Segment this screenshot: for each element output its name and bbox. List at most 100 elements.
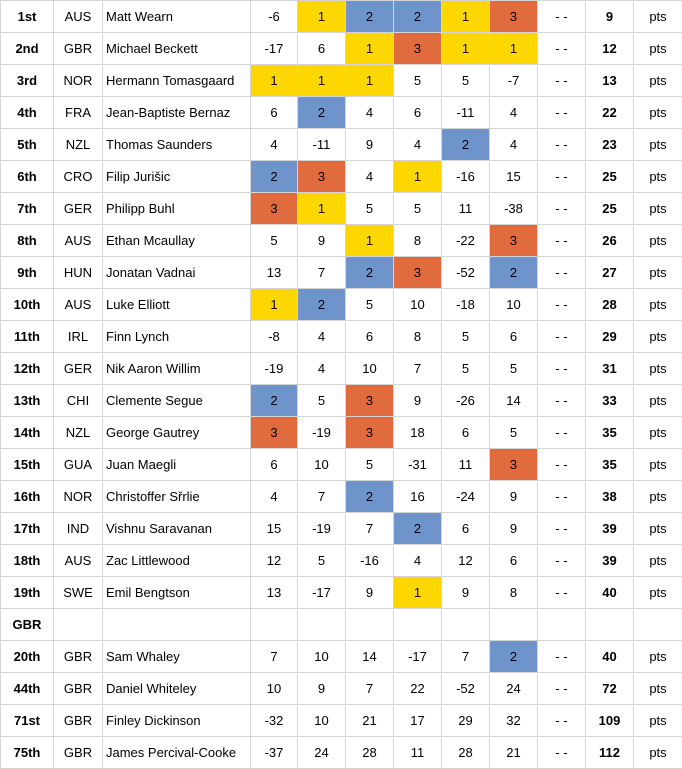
race-4-cell: 8 [393,320,442,353]
empty-cell [585,608,634,641]
pts-label: pts [633,288,682,321]
race-1-cell: 5 [250,224,298,257]
total-points-cell: 22 [585,96,634,129]
nation-cell: FRA [53,96,103,129]
nation-cell: GBR [53,640,103,673]
race-1-cell: -8 [250,320,298,353]
race-2-cell: 5 [297,384,346,417]
race-2-cell: 24 [297,736,346,769]
table-row: 3rd NOR Hermann Tomasgaard 1 1 1 5 5 -7- -13 pts [0,64,682,97]
total-points-cell: 33 [585,384,634,417]
race-3-cell: 9 [345,576,394,609]
sailor-name-cell: Thomas Saunders [102,128,251,161]
nation-cell: GBR [53,736,103,769]
race-1-cell: 6 [250,96,298,129]
medal-race-cell: - - [537,224,586,257]
sailor-name-cell: Finn Lynch [102,320,251,353]
race-2-cell: 10 [297,448,346,481]
sailor-name-cell: Juan Maegli [102,448,251,481]
race-1-cell: 6 [250,448,298,481]
race-6-cell: 5 [489,352,538,385]
total-points-cell: 40 [585,640,634,673]
race-1-cell: -17 [250,32,298,65]
race-6-cell: 32 [489,704,538,737]
nation-cell: GER [53,192,103,225]
race-5-cell: -52 [441,256,490,289]
pts-label: pts [633,480,682,513]
medal-race-cell: - - [537,160,586,193]
rank-cell: 18th [0,544,54,577]
race-5-cell: -26 [441,384,490,417]
race-3-cell: 28 [345,736,394,769]
rank-cell: 9th [0,256,54,289]
race-4-cell: 3 [393,256,442,289]
race-3-cell: 5 [345,448,394,481]
race-2-cell: 9 [297,224,346,257]
race-2-cell: 10 [297,640,346,673]
race-4-cell: 1 [393,576,442,609]
sailor-name-cell: Sam Whaley [102,640,251,673]
race-3-cell: 5 [345,192,394,225]
medal-race-cell: - - [537,384,586,417]
medal-race-cell: - - [537,416,586,449]
table-row: 71st GBR Finley Dickinson -32 10 21 17 29 32- -1… [0,704,682,737]
race-5-cell: -52 [441,672,490,705]
rank-cell: 14th [0,416,54,449]
total-points-cell: 12 [585,32,634,65]
pts-label: pts [633,160,682,193]
race-4-cell: 5 [393,192,442,225]
race-3-cell: 2 [345,256,394,289]
race-1-cell: 4 [250,128,298,161]
race-6-cell: 3 [489,224,538,257]
race-3-cell: 1 [345,224,394,257]
rank-cell: 71st [0,704,54,737]
race-4-cell: 4 [393,128,442,161]
nation-cell: SWE [53,576,103,609]
race-4-cell: 10 [393,288,442,321]
race-5-cell: 29 [441,704,490,737]
nation-cell: HUN [53,256,103,289]
race-1-cell: -6 [250,0,298,33]
total-points-cell: 109 [585,704,634,737]
rank-cell: 10th [0,288,54,321]
total-points-cell: 28 [585,288,634,321]
sailor-name-cell: Zac Littlewood [102,544,251,577]
race-1-cell: 13 [250,256,298,289]
total-points-cell: 25 [585,192,634,225]
race-2-cell: 1 [297,0,346,33]
race-4-cell: -31 [393,448,442,481]
race-6-cell: 2 [489,640,538,673]
sailor-name-cell: Philipp Buhl [102,192,251,225]
pts-label: pts [633,224,682,257]
total-points-cell: 112 [585,736,634,769]
race-1-cell: 13 [250,576,298,609]
empty-cell [393,608,442,641]
race-6-cell: 21 [489,736,538,769]
total-points-cell: 38 [585,480,634,513]
race-6-cell: 2 [489,256,538,289]
race-3-cell: 3 [345,384,394,417]
rank-cell: 13th [0,384,54,417]
rank-cell: 17th [0,512,54,545]
sailor-name-cell: Jonatan Vadnai [102,256,251,289]
total-points-cell: 13 [585,64,634,97]
race-3-cell: 7 [345,512,394,545]
sailor-name-cell: Filip Jurišic [102,160,251,193]
table-row: 4th FRA Jean-Baptiste Bernaz 6 2 4 6 -11 4- -22 p… [0,96,682,129]
rank-cell: 6th [0,160,54,193]
race-5-cell: 12 [441,544,490,577]
race-4-cell: -17 [393,640,442,673]
race-4-cell: 5 [393,64,442,97]
nation-cell: NZL [53,416,103,449]
table-row: 15th GUA Juan Maegli 6 10 5 -31 11 3- -35 pts [0,448,682,481]
medal-race-cell: - - [537,32,586,65]
race-3-cell: 7 [345,672,394,705]
table-row: 5th NZL Thomas Saunders 4 -11 9 4 2 4- -23 pts [0,128,682,161]
empty-cell [102,608,251,641]
table-row: 9th HUN Jonatan Vadnai 13 7 2 3 -52 2- -27 pts [0,256,682,289]
sailor-name-cell: Nik Aaron Willim [102,352,251,385]
table-row: 12th GER Nik Aaron Willim -19 4 10 7 5 5- -31 pts [0,352,682,385]
race-4-cell: 16 [393,480,442,513]
race-2-cell: 3 [297,160,346,193]
